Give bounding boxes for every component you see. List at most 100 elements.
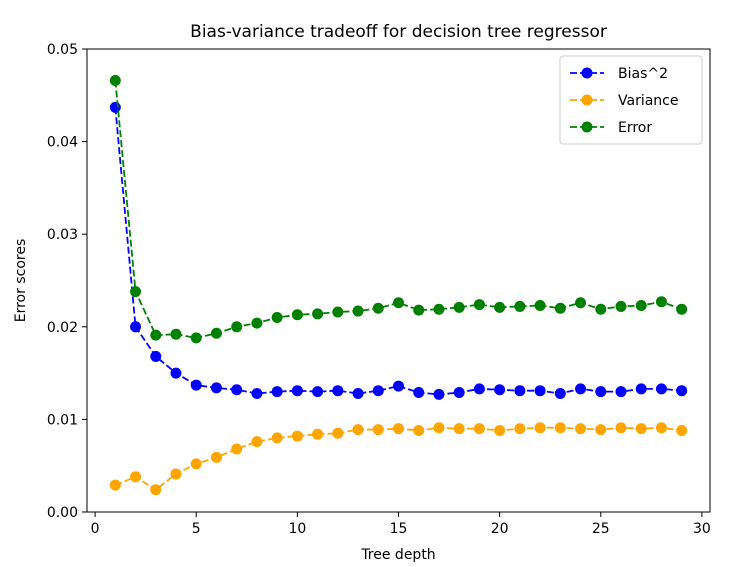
data-point-bias-2 bbox=[312, 386, 324, 398]
data-point-variance bbox=[676, 425, 688, 437]
data-point-bias-2 bbox=[372, 385, 384, 397]
data-point-bias-2 bbox=[413, 387, 425, 399]
x-tick-label: 0 bbox=[91, 521, 100, 537]
data-point-error bbox=[231, 321, 243, 333]
data-point-variance bbox=[655, 422, 667, 434]
legend-marker-bias-2 bbox=[581, 67, 593, 79]
data-point-variance bbox=[615, 422, 627, 434]
data-point-variance bbox=[453, 423, 465, 435]
data-point-variance bbox=[534, 422, 546, 434]
data-point-variance bbox=[635, 423, 647, 435]
x-axis-title: Tree depth bbox=[360, 547, 435, 563]
data-point-error bbox=[332, 306, 344, 318]
data-point-bias-2 bbox=[676, 385, 688, 397]
data-point-error bbox=[150, 329, 162, 341]
series-bias-2 bbox=[109, 101, 688, 400]
data-point-variance bbox=[473, 423, 485, 435]
data-point-bias-2 bbox=[453, 387, 465, 399]
data-point-variance bbox=[575, 423, 587, 435]
y-tick-label: 0.05 bbox=[47, 42, 78, 58]
data-point-variance bbox=[109, 479, 121, 491]
data-point-error bbox=[190, 332, 202, 344]
data-point-error bbox=[393, 297, 404, 309]
data-point-bias-2 bbox=[291, 385, 303, 397]
data-point-bias-2 bbox=[655, 383, 667, 395]
x-tick-label: 5 bbox=[192, 521, 201, 537]
data-point-variance bbox=[595, 424, 607, 436]
x-tick-label: 30 bbox=[693, 521, 711, 537]
data-point-variance bbox=[150, 484, 162, 496]
legend-box bbox=[559, 55, 703, 145]
x-tick-label: 25 bbox=[592, 521, 610, 537]
y-tick-label: 0.02 bbox=[47, 320, 78, 336]
data-point-variance bbox=[413, 425, 425, 437]
data-point-error bbox=[251, 317, 263, 329]
legend-item-variance: Variance bbox=[570, 93, 678, 109]
data-point-bias-2 bbox=[494, 384, 506, 396]
data-point-bias-2 bbox=[332, 385, 344, 397]
data-point-error bbox=[575, 297, 587, 309]
data-point-error bbox=[595, 303, 607, 315]
data-point-error bbox=[352, 305, 364, 317]
data-point-variance bbox=[433, 422, 445, 434]
series-line-bias-2 bbox=[114, 107, 682, 396]
series-line-error bbox=[114, 80, 682, 339]
legend-marker-variance bbox=[581, 94, 593, 106]
data-point-error bbox=[109, 74, 121, 86]
data-point-bias-2 bbox=[595, 386, 607, 398]
data-point-variance bbox=[554, 422, 566, 434]
data-point-error bbox=[615, 300, 627, 312]
data-point-bias-2 bbox=[251, 387, 263, 399]
x-tick-label: 20 bbox=[491, 521, 509, 537]
data-point-variance bbox=[170, 468, 182, 480]
chart-title: Bias-variance tradeoff for decision tree… bbox=[190, 22, 607, 42]
data-point-error bbox=[413, 304, 425, 316]
y-tick-label: 0.01 bbox=[47, 412, 78, 428]
data-point-error bbox=[130, 286, 142, 298]
x-tick-label: 15 bbox=[390, 521, 408, 537]
data-point-error bbox=[312, 308, 324, 320]
x-tick-label: 10 bbox=[288, 521, 306, 537]
legend-label-variance: Variance bbox=[618, 93, 678, 109]
legend-label-bias-2: Bias^2 bbox=[618, 66, 668, 82]
data-point-error bbox=[433, 303, 445, 315]
data-point-variance bbox=[210, 451, 222, 463]
data-point-bias-2 bbox=[109, 101, 121, 113]
data-point-error bbox=[453, 301, 465, 313]
data-point-error bbox=[170, 328, 182, 340]
series-line-variance bbox=[114, 426, 682, 491]
y-tick-label: 0.03 bbox=[47, 227, 78, 243]
y-tick-label: 0.00 bbox=[47, 505, 78, 521]
data-point-error bbox=[676, 303, 688, 315]
data-point-variance bbox=[251, 436, 263, 448]
data-point-error bbox=[494, 301, 506, 313]
data-point-bias-2 bbox=[575, 383, 587, 395]
data-point-error bbox=[291, 309, 303, 321]
data-point-error bbox=[534, 300, 546, 312]
data-point-error bbox=[554, 302, 566, 314]
data-point-error bbox=[372, 302, 384, 314]
series-variance bbox=[109, 422, 688, 496]
data-point-bias-2 bbox=[635, 383, 647, 395]
legend-label-error: Error bbox=[618, 120, 652, 136]
data-point-variance bbox=[312, 428, 324, 440]
data-point-variance bbox=[231, 443, 243, 455]
data-point-bias-2 bbox=[473, 383, 485, 395]
data-point-bias-2 bbox=[534, 385, 546, 397]
data-point-bias-2 bbox=[170, 367, 182, 379]
data-point-variance bbox=[271, 432, 283, 444]
data-point-variance bbox=[494, 425, 506, 437]
data-point-variance bbox=[352, 424, 364, 436]
data-point-error bbox=[514, 300, 526, 312]
legend-item-bias-2: Bias^2 bbox=[570, 66, 668, 82]
data-point-bias-2 bbox=[210, 382, 222, 394]
data-point-bias-2 bbox=[150, 350, 162, 362]
data-point-error bbox=[210, 327, 222, 339]
legend-item-error: Error bbox=[570, 120, 652, 136]
data-point-bias-2 bbox=[554, 387, 566, 399]
data-point-variance bbox=[514, 423, 526, 435]
data-point-bias-2 bbox=[615, 386, 627, 398]
data-point-bias-2 bbox=[352, 387, 364, 399]
data-point-variance bbox=[130, 471, 142, 483]
